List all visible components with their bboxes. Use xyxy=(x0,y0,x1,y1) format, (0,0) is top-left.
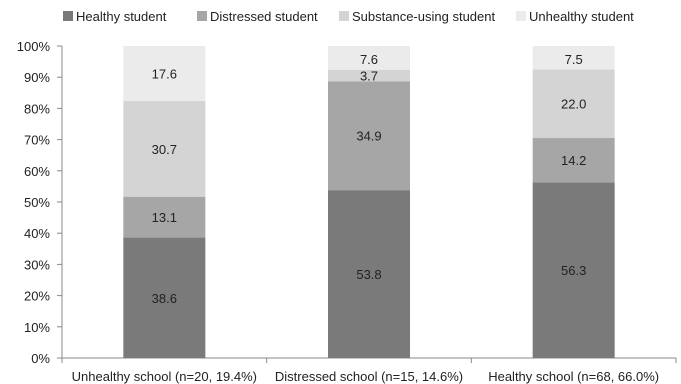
y-tick-label: 80% xyxy=(24,101,50,116)
legend-swatch xyxy=(339,11,349,21)
y-tick-label: 60% xyxy=(24,164,50,179)
legend-label: Substance-using student xyxy=(352,9,495,24)
data-label: 22.0 xyxy=(561,97,586,112)
data-label: 7.5 xyxy=(565,52,583,67)
data-label: 38.6 xyxy=(152,291,177,306)
legend-swatch xyxy=(197,11,207,21)
legend-swatch xyxy=(63,11,73,21)
legend-label: Unhealthy student xyxy=(529,9,634,24)
y-tick-label: 0% xyxy=(31,351,50,366)
y-tick-label: 90% xyxy=(24,70,50,85)
data-label: 13.1 xyxy=(152,210,177,225)
data-label: 3.7 xyxy=(360,68,378,83)
y-axis: 0% 10% 20% 30% 40% 50% 60% 70% 80% 90% 100% xyxy=(17,39,62,366)
y-tick-label: 30% xyxy=(24,257,50,272)
legend-swatch xyxy=(516,11,526,21)
x-tick-label: Distressed school (n=15, 14.6%) xyxy=(275,369,463,384)
legend-label: Distressed student xyxy=(210,9,318,24)
data-label: 30.7 xyxy=(152,142,177,157)
y-tick-label: 70% xyxy=(24,133,50,148)
x-tick-label: Healthy school (n=68, 66.0%) xyxy=(488,369,659,384)
chart-legend: Healthy student Distressed student Substan… xyxy=(63,9,634,24)
legend-label: Healthy student xyxy=(76,9,167,24)
y-tick-label: 40% xyxy=(24,226,50,241)
y-tick-label: 100% xyxy=(17,39,51,54)
y-tick-label: 10% xyxy=(24,320,50,335)
data-label: 14.2 xyxy=(561,153,586,168)
x-tick-label: Unhealthy school (n=20, 19.4%) xyxy=(72,369,257,384)
y-tick-label: 20% xyxy=(24,289,50,304)
data-label: 17.6 xyxy=(152,66,177,81)
x-axis: Unhealthy school (n=20, 19.4%) Distressed… xyxy=(62,358,676,384)
data-label: 7.6 xyxy=(360,52,378,67)
bar-group: 38.6 13.1 30.7 17.6 53.8 34.9 3.77.6 56.3 14.2 22… xyxy=(123,46,614,358)
data-label: 56.3 xyxy=(561,263,586,278)
data-label: 34.9 xyxy=(356,129,381,144)
data-label: 53.8 xyxy=(356,267,381,282)
y-tick-label: 50% xyxy=(24,195,50,210)
